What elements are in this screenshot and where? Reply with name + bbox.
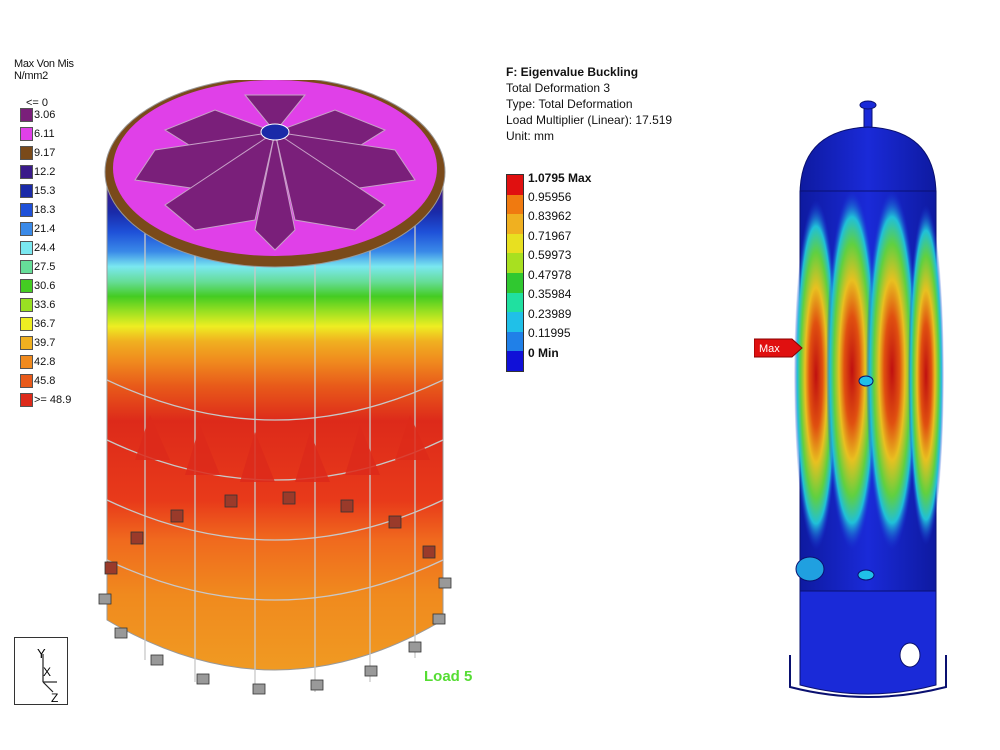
deformation-color-bar [506, 174, 524, 372]
analysis-type: Type: Total Deformation [506, 97, 633, 111]
analysis-unit: Unit: mm [506, 129, 554, 143]
analysis-load-multiplier: Load Multiplier (Linear): 17.519 [506, 113, 673, 127]
triad-axes-icon: Y X Z [37, 646, 58, 705]
analysis-result-name: Total Deformation 3 [506, 81, 611, 95]
scale-value: 0.71967 [528, 229, 572, 243]
legend-unit: N/mm2 [14, 70, 48, 82]
scale-min-label: 0 Min [528, 346, 559, 360]
vessel-buckling-model [789, 100, 947, 698]
analysis-info: F: Eigenvalue Buckling Total Deformation… [506, 64, 672, 144]
deformation-legend: 1.0795 Max 0.95956 0.83962 0.71967 0.599… [506, 171, 626, 372]
load-case-label: Load 5 [424, 668, 473, 685]
triad-x-label: X [43, 665, 51, 679]
scale-value: 0.35984 [528, 287, 572, 301]
scale-value: 0.11995 [528, 326, 571, 340]
scale-value: 0.83962 [528, 209, 572, 223]
legend-title-line1: Max Von Mis [14, 58, 74, 70]
analysis-title: F: Eigenvalue Buckling [506, 65, 639, 79]
max-marker-flag: Max [754, 338, 803, 358]
legend-title: Max Von Mis N/mm2 [14, 58, 94, 82]
scale-value: 0.23989 [528, 307, 572, 321]
triad-y-label: Y [37, 646, 46, 661]
scale-value: 0.95956 [528, 190, 572, 204]
max-marker-label: Max [759, 343, 780, 355]
scale-value: 0.47978 [528, 268, 572, 282]
von-mises-legend: Max Von Mis N/mm2 <= 0 3.06 6.11 9.17 12… [14, 58, 94, 407]
scale-max-label: 1.0795 Max [528, 171, 592, 185]
triad-z-label: Z [51, 691, 58, 704]
tank-stress-model [98, 80, 452, 695]
axis-triad: Y X Z [14, 637, 68, 705]
scale-value: 0.59973 [528, 248, 572, 262]
